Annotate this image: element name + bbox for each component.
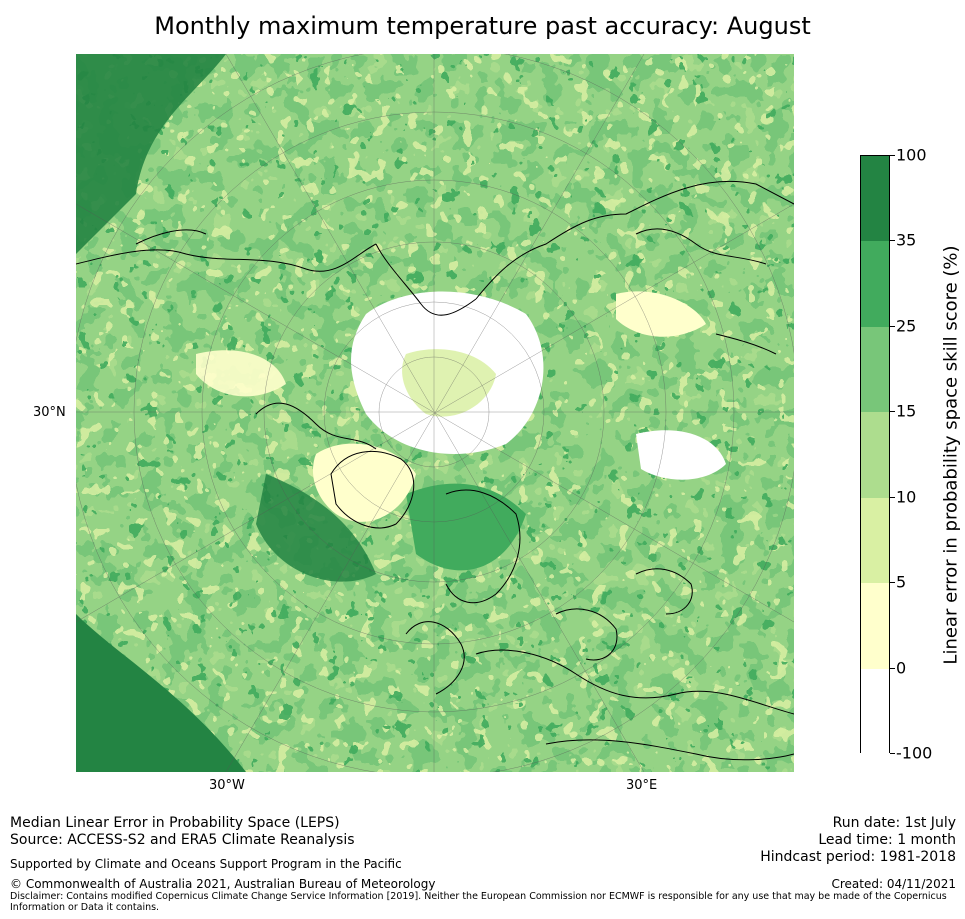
- colorbar-segment: [861, 326, 889, 413]
- lat-label-30n: 30°N: [33, 405, 66, 420]
- colorbar-tick: [890, 411, 895, 413]
- coastlines: [76, 180, 794, 761]
- colorbar-tick: [890, 240, 895, 242]
- dark-region-sw: [76, 614, 246, 772]
- footer-leps: Median Linear Error in Probability Space…: [10, 815, 340, 831]
- colorbar-segment: [861, 583, 889, 669]
- colorbar-tick: [890, 496, 895, 498]
- footer-right: Run date: 1st July Lead time: 1 month Hi…: [760, 815, 956, 866]
- colorbar-tick-label: -100: [896, 743, 933, 763]
- graticule: [76, 54, 794, 772]
- colorbar-tick-label: 15: [896, 401, 917, 421]
- footer-created: Created: 04/11/2021: [831, 877, 956, 891]
- cream-patch-canada: [196, 350, 286, 397]
- colorbar-tick: [890, 325, 895, 327]
- map-title: Monthly maximum temperature past accurac…: [154, 12, 811, 40]
- colorbar-segment: [861, 668, 889, 754]
- dark-region-nw: [76, 54, 226, 254]
- colorbar-tick: [890, 582, 895, 584]
- footer-run-date: Run date: 1st July: [832, 815, 956, 831]
- arctic-inner-region: [402, 349, 496, 417]
- lon-label-30e: 30°E: [626, 778, 658, 793]
- footer-support: Supported by Climate and Oceans Support …: [10, 857, 402, 871]
- colorbar-segment: [861, 241, 889, 327]
- colorbar-tick-label: 5: [896, 572, 907, 592]
- footer-copyright: © Commonwealth of Australia 2021, Austra…: [10, 877, 436, 891]
- footer-left: Median Linear Error in Probability Space…: [10, 815, 355, 849]
- colorbar-tick: [890, 753, 895, 754]
- footer-hindcast: Hindcast period: 1981-2018: [760, 849, 956, 865]
- colorbar-title: Linear error in probability space skill …: [940, 245, 962, 665]
- colorbar-segment: [861, 412, 889, 498]
- colorbar-tick-label: 0: [896, 658, 907, 678]
- footer-disclaimer: Disclaimer: Contains modified Copernicus…: [10, 891, 947, 913]
- white-patch-siberia: [636, 430, 726, 480]
- colorbar-segment: [861, 497, 889, 584]
- polar-map-svg: [76, 54, 794, 772]
- colorbar: [860, 155, 890, 754]
- colorbar-tick-label: 100: [896, 145, 927, 165]
- colorbar-tick-label: 35: [896, 230, 917, 250]
- colorbar-tick-label: 25: [896, 316, 917, 336]
- colorbar-tick-label: 10: [896, 487, 917, 507]
- mid-region-norwegian-sea: [406, 483, 526, 571]
- colorbar-segment: [861, 156, 889, 242]
- polar-map: [76, 54, 794, 772]
- lon-label-30w: 30°W: [209, 778, 245, 793]
- footer-lead-time: Lead time: 1 month: [818, 832, 956, 848]
- colorbar-tick: [890, 155, 895, 156]
- greenland-region: [312, 443, 416, 522]
- dark-region-atlantic: [256, 474, 376, 582]
- footer-source: Source: ACCESS-S2 and ERA5 Climate Reana…: [10, 832, 355, 848]
- colorbar-tick: [890, 667, 895, 669]
